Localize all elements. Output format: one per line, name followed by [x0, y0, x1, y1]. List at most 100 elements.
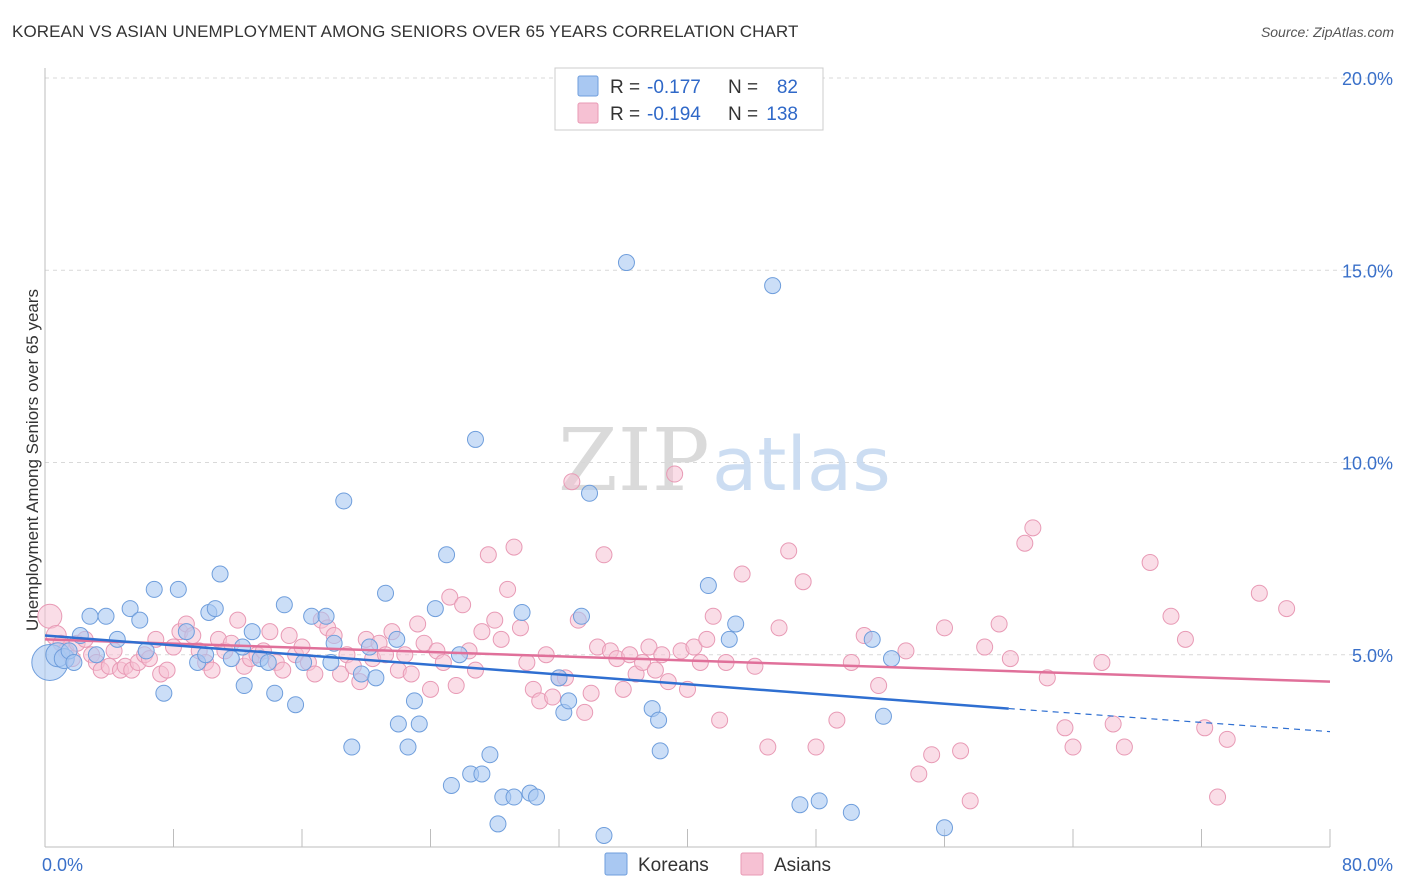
y-axis-title: Unemployment Among Seniors over 65 years	[23, 289, 42, 631]
koreans-point	[295, 653, 313, 671]
asians-point	[1162, 607, 1180, 625]
koreans-point	[399, 738, 417, 756]
koreans-point	[335, 492, 353, 510]
koreans-point	[764, 277, 782, 295]
koreans-point	[442, 776, 460, 794]
series-legend: Koreans Asians	[604, 852, 831, 876]
asians-point	[274, 661, 292, 679]
y-tick-label: 20.0%	[1342, 69, 1393, 89]
koreans-point	[65, 653, 83, 671]
legend-n-value-1: 82	[777, 77, 798, 98]
asians-point	[37, 603, 63, 629]
koreans-point	[426, 600, 444, 618]
asians-point	[466, 661, 484, 679]
asians-point	[711, 711, 729, 729]
asians-point	[733, 565, 751, 583]
legend-n-value-2: 138	[766, 104, 798, 125]
koreans-point	[377, 584, 395, 602]
x-tick-label: 0.0%	[42, 855, 83, 875]
asians-point	[961, 792, 979, 810]
koreans-point	[155, 684, 173, 702]
asians-point	[409, 615, 427, 633]
asians-point	[759, 738, 777, 756]
asians-point	[511, 619, 529, 637]
x-tick-labels: 0.0% 80.0%	[42, 855, 1393, 875]
asians-point	[897, 642, 915, 660]
legend-r-label-2: R =	[610, 104, 640, 125]
koreans-point	[513, 603, 531, 621]
koreans-trend-line	[44, 634, 1009, 710]
koreans-point	[505, 788, 523, 806]
koreans-point	[595, 826, 613, 844]
asians-point	[165, 638, 182, 656]
asians-point	[486, 611, 504, 629]
koreans-point	[810, 792, 828, 810]
asians-point	[646, 661, 664, 679]
asians-point	[1115, 738, 1133, 756]
y-tick-label: 10.0%	[1342, 454, 1393, 474]
x-tick-label: 80.0%	[1342, 855, 1393, 875]
asians-point	[505, 538, 523, 556]
asians-point	[582, 684, 600, 702]
asians-point	[261, 623, 279, 641]
asians-point	[595, 546, 613, 564]
koreans-points	[31, 254, 953, 844]
koreans-point	[581, 484, 599, 502]
asians-point	[870, 677, 888, 695]
koreans-point	[699, 577, 717, 595]
asians-point	[1196, 719, 1214, 737]
y-tick-label: 5.0%	[1352, 646, 1393, 666]
legend-n-label-2: N =	[728, 104, 758, 125]
asians-point	[691, 653, 709, 671]
legend-swatch-koreans-bottom	[604, 852, 628, 876]
koreans-point	[131, 611, 149, 629]
asians-point	[1038, 669, 1056, 687]
asians-point	[1176, 630, 1194, 648]
asians-point	[447, 677, 465, 695]
koreans-point	[317, 607, 335, 625]
correlation-legend: R = -0.177 N = 82 R = -0.194 N = 138	[554, 67, 824, 131]
axes	[44, 68, 1331, 848]
koreans-point	[343, 738, 361, 756]
asians-point	[280, 627, 298, 645]
koreans-point	[410, 715, 428, 733]
koreans-point	[720, 630, 738, 648]
asians-point	[544, 688, 562, 706]
asians-trend-line	[44, 638, 1331, 683]
asians-point	[473, 623, 491, 641]
legend-n-label-1: N =	[728, 77, 758, 98]
koreans-point	[360, 638, 378, 656]
asians-point	[518, 653, 536, 671]
koreans-point	[405, 692, 423, 710]
asians-point	[479, 546, 497, 564]
koreans-point	[145, 580, 163, 598]
koreans-point	[438, 546, 456, 564]
legend-r-value-1: -0.177	[647, 77, 701, 98]
legend-label-asians: Asians	[774, 855, 831, 876]
koreans-point	[489, 815, 507, 833]
koreans-point	[325, 634, 343, 652]
koreans-point	[650, 711, 668, 729]
asians-point	[422, 680, 439, 698]
asians-points	[37, 465, 1296, 810]
asians-point	[499, 580, 517, 598]
koreans-point	[87, 646, 105, 664]
asians-point	[794, 573, 812, 591]
asians-point	[698, 630, 716, 648]
asians-point	[1024, 519, 1042, 537]
asians-point	[576, 703, 594, 721]
asians-point	[952, 742, 970, 760]
asians-point	[842, 653, 860, 671]
koreans-point	[572, 607, 590, 625]
koreans-point	[81, 607, 99, 625]
asians-point	[1250, 584, 1268, 602]
koreans-point	[727, 615, 745, 633]
asians-point	[614, 680, 632, 698]
koreans-point	[550, 669, 568, 687]
koreans-point	[137, 642, 155, 660]
asians-point	[990, 615, 1008, 633]
asians-point	[332, 665, 350, 683]
asians-point	[402, 665, 420, 683]
koreans-point	[560, 692, 578, 710]
